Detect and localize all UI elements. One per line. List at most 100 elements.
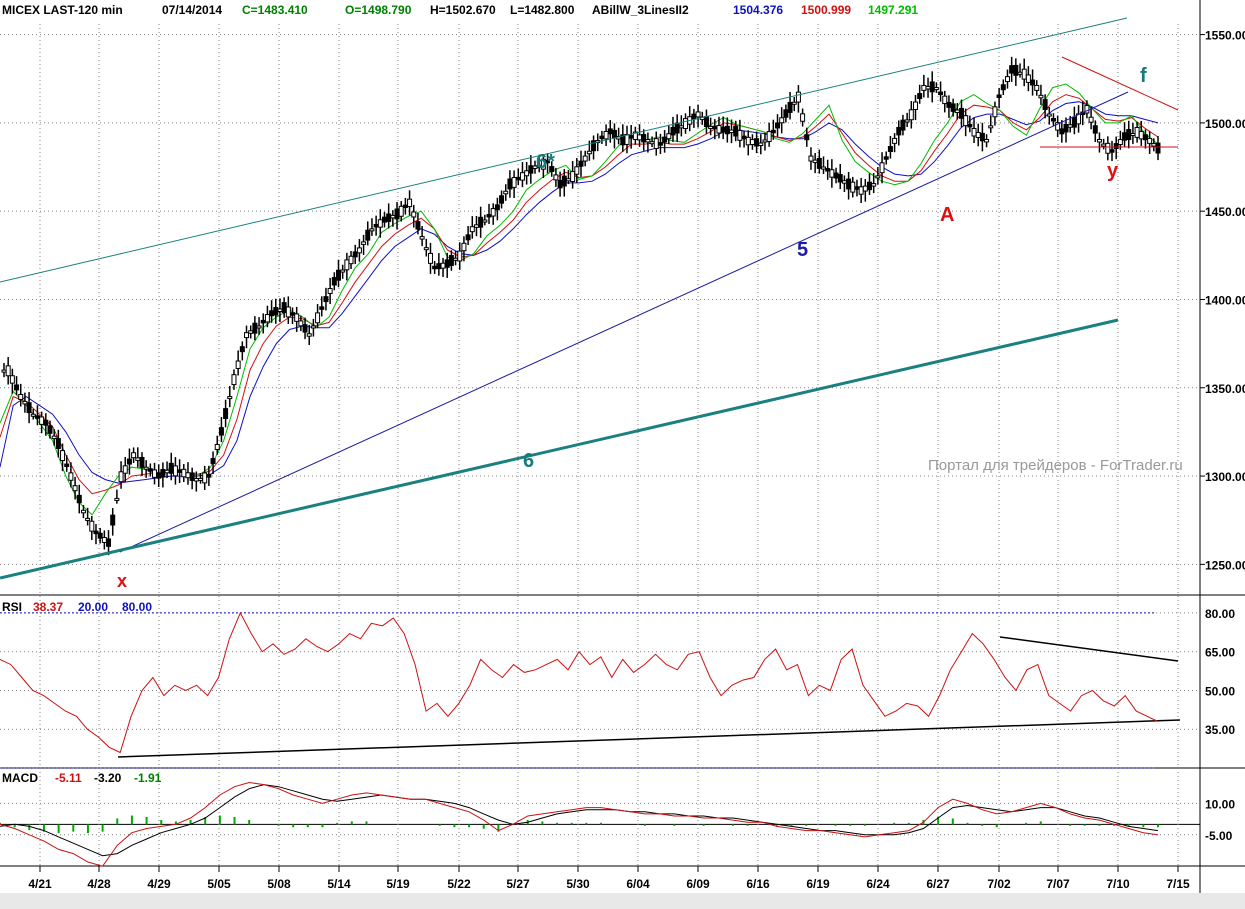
candle-body — [1, 369, 7, 373]
candle-body — [14, 384, 20, 391]
candle-body — [607, 128, 613, 135]
date-tick-label: 5/22 — [447, 877, 471, 891]
trendline-6-star — [0, 17, 1128, 283]
wave-label-7: f — [1140, 65, 1147, 87]
wave-label-6: y — [1107, 160, 1119, 182]
candle-body — [591, 140, 597, 152]
candle-body — [122, 465, 128, 474]
candle-body — [252, 322, 258, 334]
candle-body — [1155, 142, 1161, 154]
candle-body — [992, 106, 998, 118]
candle-body — [193, 478, 199, 482]
candle-body — [871, 183, 877, 187]
candle-body — [938, 91, 944, 96]
candle-body — [545, 159, 551, 164]
candle-body — [875, 175, 881, 179]
rsi-line — [0, 611, 1159, 754]
date-tick-label: 4/21 — [28, 877, 52, 891]
candle-body — [461, 242, 467, 252]
candle-body — [80, 509, 86, 514]
date-tick-label: 6/19 — [806, 877, 830, 891]
candle-body — [984, 138, 990, 143]
candle-body — [641, 134, 647, 143]
candle-body — [954, 109, 960, 114]
candle-body — [850, 181, 856, 193]
candle-body — [482, 219, 488, 223]
candle-body — [139, 456, 145, 468]
indicator-blue-value: 1504.376 — [733, 3, 783, 17]
candle-body — [841, 180, 847, 184]
candle-body — [377, 219, 383, 228]
date-tick-label: 6/24 — [866, 877, 890, 891]
macd-line — [0, 781, 1159, 867]
candle-body — [950, 103, 956, 112]
candle-body — [348, 255, 354, 265]
candle-body — [1113, 143, 1119, 150]
candle-body — [695, 111, 701, 118]
candle-body — [64, 463, 70, 468]
candle-body — [653, 138, 659, 150]
candle-body — [758, 142, 764, 146]
candle-body — [703, 116, 709, 128]
rsi-label: RSI — [2, 600, 22, 614]
candle-body — [908, 109, 914, 121]
wave-label-1: 6* — [536, 151, 555, 173]
candle-body — [264, 314, 270, 323]
date-axis: 4/21 4/28 4/29 5/05 5/08 5/14 5/19 5/22 5/27 5/30… — [28, 866, 1190, 891]
candle-body — [181, 468, 187, 478]
candle-body — [47, 425, 53, 434]
candle-body — [227, 396, 233, 400]
candle-body — [887, 146, 893, 152]
candle-body — [662, 136, 668, 143]
candle-body — [1063, 124, 1069, 133]
candle-body — [929, 81, 935, 93]
svg-text:MICEX LAST-120 min: MICEX LAST-120 min — [2, 3, 123, 17]
candle-body — [712, 125, 718, 130]
candle-body — [963, 115, 969, 127]
candle-body — [189, 472, 195, 481]
candle-body — [766, 131, 772, 142]
candle-body — [478, 216, 484, 228]
candle-body — [386, 213, 392, 222]
rsi-resistance-line — [999, 636, 1179, 662]
status-bar — [0, 893, 1245, 909]
candle-body — [1017, 71, 1023, 75]
candle-body — [1071, 116, 1077, 128]
high-label: H=1502.670 — [430, 3, 496, 17]
candle-body — [260, 319, 266, 324]
candle-body — [198, 477, 204, 481]
candle-body — [515, 176, 521, 181]
candle-body — [168, 462, 174, 474]
candle-body — [85, 517, 91, 521]
candle-body — [775, 122, 781, 129]
candle-body — [486, 213, 492, 218]
candle-body — [444, 259, 450, 268]
candle-body — [946, 101, 952, 108]
candle-body — [135, 457, 141, 461]
price-tick-label: 1500.00 — [1205, 117, 1245, 131]
candle-body — [553, 174, 559, 181]
date-tick-label: 6/04 — [626, 877, 650, 891]
candle-body — [511, 177, 517, 188]
candles — [1, 56, 1161, 556]
candle-body — [419, 236, 425, 240]
date-tick-label: 7/15 — [1166, 877, 1190, 891]
price-tick-label: 1450.00 — [1205, 205, 1245, 219]
candle-body — [423, 247, 429, 251]
rsi-tick-label: 80.00 — [1205, 607, 1235, 621]
candle-body — [490, 208, 496, 217]
candle-body — [335, 269, 341, 281]
candle-body — [708, 125, 714, 129]
candle-body — [1025, 74, 1031, 83]
candle-body — [524, 170, 530, 177]
candle-body — [624, 134, 630, 145]
candle-body — [499, 195, 505, 204]
candle-body — [1059, 128, 1065, 135]
candle-body — [394, 208, 400, 220]
candle-body — [1105, 142, 1111, 154]
macd-value-3: -1.91 — [134, 771, 162, 785]
candle-body — [1092, 125, 1098, 134]
candle-body — [302, 324, 308, 333]
candle-body — [1147, 137, 1153, 144]
date-tick-label: 6/27 — [926, 877, 950, 891]
